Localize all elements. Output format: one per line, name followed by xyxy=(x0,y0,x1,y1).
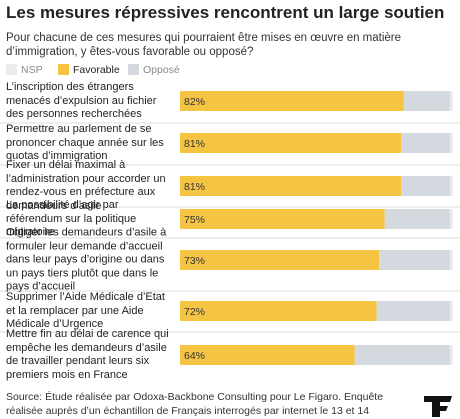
bar-segment xyxy=(450,301,453,321)
bar-segment xyxy=(403,91,451,111)
bar-segment xyxy=(180,301,377,321)
bar-segment xyxy=(376,301,451,321)
data-label: 72% xyxy=(184,306,205,318)
bar-segment xyxy=(450,209,453,229)
legend-label: NSP xyxy=(21,64,43,76)
chart-title: Les mesures répressives rencontrent un l… xyxy=(6,3,445,22)
category-label: Fixer un délai maximal à l’administratio… xyxy=(6,159,166,212)
legend-label: Opposé xyxy=(143,64,180,76)
category-label: La possibilité d’agir par référendum sur… xyxy=(6,198,137,238)
data-label: 75% xyxy=(184,214,205,226)
data-label: 82% xyxy=(184,96,205,108)
chart-subtitle: Pour chacune de ces mesures qui pourraie… xyxy=(6,32,402,58)
bar-segment xyxy=(450,176,453,196)
bar-segment xyxy=(401,176,451,196)
bar-segment xyxy=(180,91,404,111)
source: Source: Étude réalisée par Odoxa-Backbon… xyxy=(6,391,384,419)
data-label: 81% xyxy=(184,138,205,150)
category-label: Supprimer l’Aide Médicale d’Etat et la r… xyxy=(6,290,165,330)
data-label: 73% xyxy=(184,255,205,267)
bar-segment xyxy=(180,176,402,196)
legend-swatch xyxy=(58,64,69,75)
legend-swatch xyxy=(128,64,139,75)
bar-segment xyxy=(180,250,380,270)
bar-segment xyxy=(450,345,453,365)
logo xyxy=(424,396,452,417)
bar-segment xyxy=(450,91,453,111)
bar-segment xyxy=(401,133,451,153)
data-label: 64% xyxy=(184,350,205,362)
category-label: Obliger les demandeurs d’asile à formule… xyxy=(6,226,167,293)
bar-segment xyxy=(180,133,402,153)
bar-segment xyxy=(379,250,451,270)
bar-segment xyxy=(450,133,453,153)
category-label: Permettre au parlement de se prononcer c… xyxy=(6,122,164,162)
bar-segment xyxy=(354,345,451,365)
bar-segment xyxy=(384,209,451,229)
bar-segment xyxy=(180,345,355,365)
bar-segment xyxy=(450,250,453,270)
category-label: L’inscription des étrangers menacés d’ex… xyxy=(6,80,157,120)
legend-swatch xyxy=(6,64,17,75)
legend-label: Favorable xyxy=(73,64,120,76)
data-label: 81% xyxy=(184,181,205,193)
category-label: Mettre fin au délai de carence qui empêc… xyxy=(6,328,169,381)
bar-segment xyxy=(180,209,385,229)
